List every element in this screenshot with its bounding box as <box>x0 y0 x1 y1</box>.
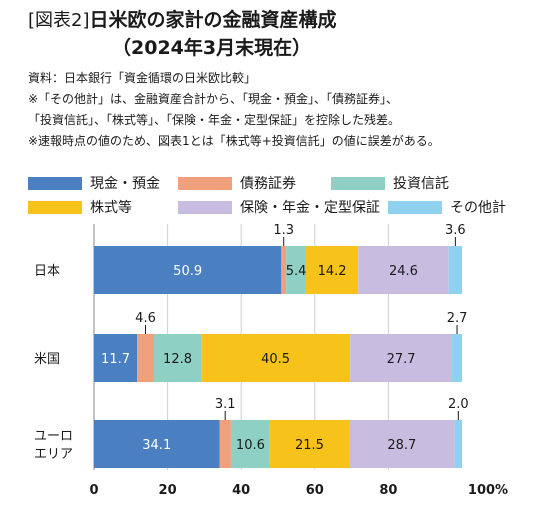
bar-segment <box>452 334 462 382</box>
x-tick-label: 0 <box>89 483 98 498</box>
bar-segment <box>448 246 462 294</box>
bar-segment <box>219 420 231 468</box>
legend-swatch <box>331 176 385 190</box>
bar-segment <box>94 420 220 468</box>
bar-segment <box>269 420 350 468</box>
x-tick-label: 20 <box>159 483 177 498</box>
note-line: ※速報時点の値のため、図表1とは「株式等+投資信託」の値に誤差がある。 <box>28 134 440 148</box>
x-tick-label: 80 <box>379 483 397 498</box>
data-label: 21.5 <box>295 438 324 453</box>
legend-label: 株式等 <box>90 200 132 216</box>
legend-swatch <box>178 200 232 214</box>
figure-label: [図表2] <box>28 10 90 31</box>
legend-swatch <box>28 176 82 190</box>
legend-label: 投資信託 <box>393 176 449 192</box>
note-line: 「投資信託」、「株式等」、「保険・年金・定型保証」を控除した残差。 <box>28 113 401 127</box>
data-label: 3.1 <box>215 397 236 412</box>
x-tick-label: 100% <box>468 483 508 498</box>
bar-segment <box>230 420 270 468</box>
legend-swatch <box>28 200 82 214</box>
category-label: エリア <box>34 447 73 462</box>
data-label: 2.7 <box>447 311 468 326</box>
data-label: 12.8 <box>163 352 192 367</box>
legend-item: 株式等 <box>28 197 132 217</box>
x-tick-label: 40 <box>232 483 250 498</box>
title-text: 日米欧の家計の金融資産構成 <box>89 9 337 31</box>
bar-segment <box>358 246 449 294</box>
data-label: 10.6 <box>236 438 265 453</box>
data-label: 28.7 <box>387 438 416 453</box>
bar-segment <box>153 334 202 382</box>
legend-swatch <box>388 200 442 214</box>
legend-item: その他計 <box>388 197 506 217</box>
bar-segment <box>94 334 138 382</box>
x-tick-label: 60 <box>306 483 324 498</box>
data-label: 5.4 <box>286 264 307 279</box>
bar-segment <box>286 246 306 294</box>
category-label: 日本 <box>34 264 60 279</box>
data-label: 2.0 <box>448 397 469 412</box>
category-label: 米国 <box>34 352 60 367</box>
legend-label: 債務証券 <box>240 176 296 192</box>
notes: 資料：日本銀行「資金循環の日米欧比較」 ※「その他計」は、金融資産合計から、「現… <box>28 68 533 152</box>
data-label: 1.3 <box>273 223 294 238</box>
data-label: 4.6 <box>135 311 156 326</box>
note-source: 資料：日本銀行「資金循環の日米欧比較」 <box>28 71 257 85</box>
bar-segment <box>281 246 287 294</box>
category-label: ユーロ <box>34 429 73 444</box>
legend-item: 保険・年金・定型保証 <box>178 197 380 217</box>
bar-segment <box>305 246 359 294</box>
data-label: 11.7 <box>101 352 130 367</box>
bar-segment <box>350 334 453 382</box>
legend-label: 現金・預金 <box>90 176 160 192</box>
chart-subtitle: （2024年3月末現在） <box>112 37 312 59</box>
bar-segment <box>137 334 154 382</box>
legend-swatch <box>178 176 232 190</box>
bar-segment <box>454 420 462 468</box>
data-label: 40.5 <box>261 352 290 367</box>
data-label: 27.7 <box>387 352 416 367</box>
note-line: ※「その他計」は、金融資産合計から、「現金・預金」、「債務証券」、 <box>28 92 399 106</box>
legend-label: 保険・年金・定型保証 <box>240 200 380 216</box>
data-label: 3.6 <box>445 223 466 238</box>
legend-label: その他計 <box>450 200 506 216</box>
bar-segment <box>94 246 282 294</box>
bar-segment <box>201 334 351 382</box>
bar-segment <box>349 420 455 468</box>
data-label: 14.2 <box>318 264 347 279</box>
data-label: 50.9 <box>173 264 202 279</box>
data-label: 24.6 <box>389 264 418 279</box>
legend-item: 投資信託 <box>331 173 449 193</box>
chart-title: [図表2]日米欧の家計の金融資産構成 <box>28 8 528 33</box>
legend-item: 現金・預金 <box>28 173 160 193</box>
legend-item: 債務証券 <box>178 173 296 193</box>
data-label: 34.1 <box>142 438 171 453</box>
